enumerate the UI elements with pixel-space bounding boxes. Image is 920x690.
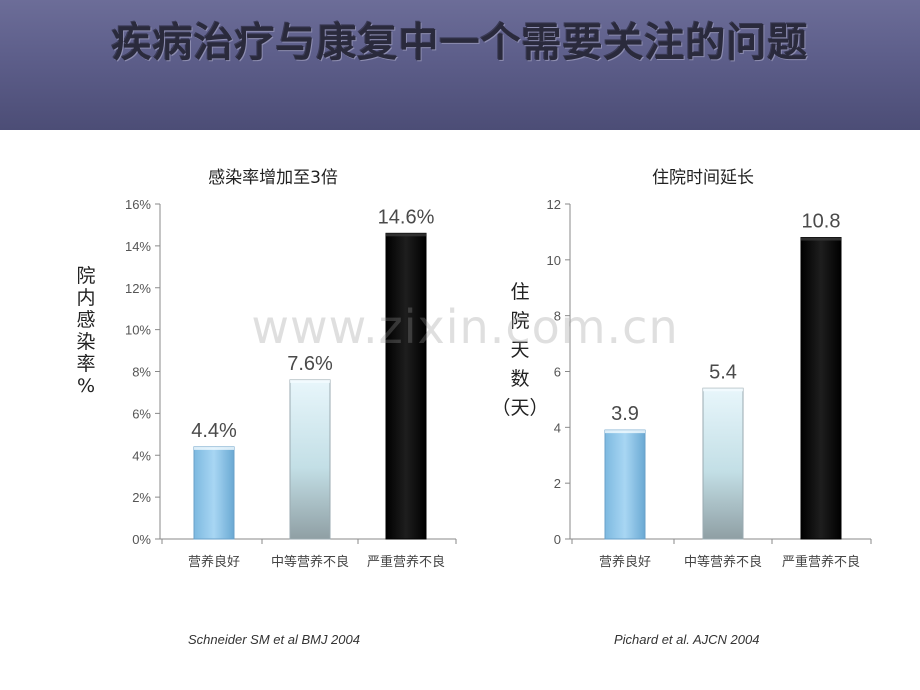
category-label: 严重营养不良 bbox=[782, 554, 860, 570]
bar-3 bbox=[800, 237, 842, 540]
data-label: 14.6% bbox=[378, 206, 435, 228]
y-tick-label: 14% bbox=[125, 239, 151, 254]
bar-cap bbox=[801, 237, 841, 241]
y-tick-label: 8% bbox=[132, 365, 151, 380]
category-label: 严重营养不良 bbox=[367, 554, 445, 570]
y-tick-label: 4% bbox=[132, 448, 151, 463]
y-tick-label: 10 bbox=[547, 253, 561, 268]
y-tick-label: 6% bbox=[132, 406, 151, 421]
bar-cap bbox=[290, 379, 330, 383]
chart-title: 感染率增加至3倍 bbox=[208, 168, 338, 188]
category-label: 中等营养不良 bbox=[684, 554, 762, 570]
y-tick-label: 10% bbox=[125, 323, 151, 338]
data-label: 10.8 bbox=[802, 211, 841, 233]
chart-2: 住院时间延长 0 2 4 6 8 10 12 3.9 营养良好 5.4 中等营养不良 10.8 严重营养不… bbox=[491, 168, 872, 570]
category-label: 中等营养不良 bbox=[271, 554, 349, 570]
citation-left: Schneider SM et al BMJ 2004 bbox=[188, 632, 360, 647]
bar-cap bbox=[605, 430, 645, 434]
y-tick-label: 2% bbox=[132, 490, 151, 505]
slide-header: 疾病治疗与康复中一个需要关注的问题 bbox=[0, 0, 920, 130]
bar-1 bbox=[604, 429, 646, 540]
y-tick-label: 4 bbox=[554, 420, 561, 435]
data-label: 4.4% bbox=[191, 420, 237, 442]
data-label: 7.6% bbox=[287, 353, 333, 375]
bar-cap bbox=[703, 388, 743, 392]
y-tick-label: 2 bbox=[554, 476, 561, 491]
y-tick-label: 0 bbox=[554, 532, 561, 547]
y-axis-title: 住院天数（天） bbox=[491, 281, 548, 419]
y-tick-label: 6 bbox=[554, 365, 561, 380]
y-tick-label: 16% bbox=[125, 197, 151, 212]
bar-1 bbox=[193, 446, 235, 540]
y-axis-title: 院内感染率% bbox=[76, 265, 95, 397]
category-label: 营养良好 bbox=[599, 554, 651, 570]
chart-title: 住院时间延长 bbox=[652, 168, 754, 188]
citation-right: Pichard et al. AJCN 2004 bbox=[614, 632, 760, 647]
bar-2 bbox=[289, 379, 331, 540]
category-label: 营养良好 bbox=[188, 554, 240, 570]
bar-3 bbox=[385, 232, 427, 540]
bar-cap bbox=[194, 446, 234, 450]
slide-title: 疾病治疗与康复中一个需要关注的问题 bbox=[111, 20, 809, 66]
y-tick-label: 12% bbox=[125, 281, 151, 296]
y-tick-label: 12 bbox=[547, 197, 561, 212]
bar-2 bbox=[702, 387, 744, 540]
bar-cap bbox=[386, 233, 426, 237]
chart-1: 感染率增加至3倍 0% 2% 4% 6% 8% 10% 12% 14% 16% 4.4% 营养良好 7.… bbox=[76, 168, 457, 570]
y-tick-label: 0% bbox=[132, 532, 151, 547]
y-tick-label: 8 bbox=[554, 309, 561, 324]
data-label: 3.9 bbox=[611, 403, 639, 425]
data-label: 5.4 bbox=[709, 361, 737, 383]
